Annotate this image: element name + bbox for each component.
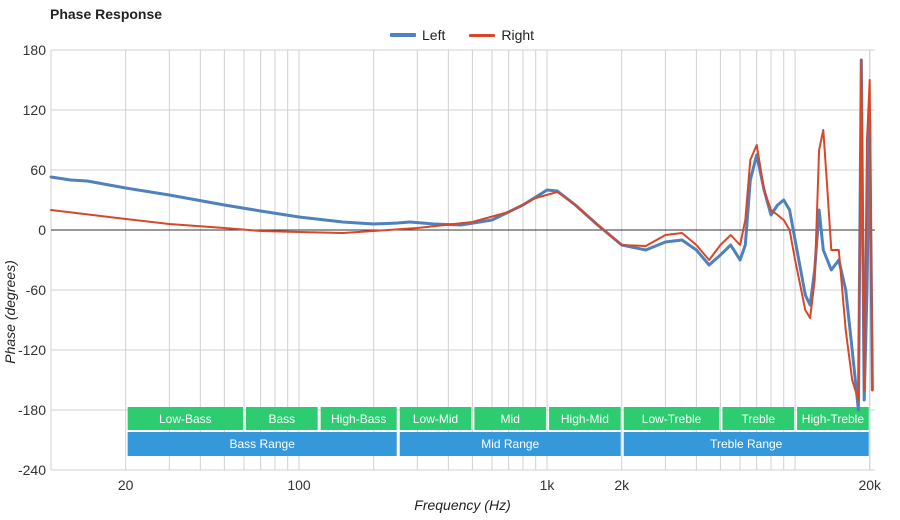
y-tick-label: 0 <box>38 222 46 238</box>
y-tick-label: 60 <box>30 162 46 178</box>
series-line-left <box>49 58 874 412</box>
legend-item-left[interactable]: Left <box>390 27 445 43</box>
range-label: Mid Range <box>481 437 539 451</box>
band-label: High-Mid <box>561 412 609 426</box>
band-label: Low-Bass <box>159 412 212 426</box>
y-tick-label: -240 <box>18 462 46 478</box>
y-tick-label: -180 <box>18 402 46 418</box>
band-box <box>246 407 318 430</box>
y-tick-label: -120 <box>18 342 46 358</box>
band-box <box>549 407 621 430</box>
band-label: Low-Treble <box>642 412 702 426</box>
x-tick-label: 20k <box>858 477 882 493</box>
band-label: Treble <box>741 412 775 426</box>
series-line-right <box>50 59 874 401</box>
range-label: Bass Range <box>230 437 296 451</box>
band-box <box>623 407 720 430</box>
band-box <box>320 407 397 430</box>
x-tick-label: 2k <box>614 477 630 493</box>
legend-label-left: Left <box>422 27 446 43</box>
range-box <box>127 432 397 456</box>
band-box <box>722 407 795 430</box>
chart-title: Phase Response <box>50 6 163 22</box>
band-box <box>797 407 869 430</box>
legend-item-right[interactable]: Right <box>469 27 534 43</box>
chart-legend: Left Right <box>390 27 534 43</box>
band-box <box>399 407 472 430</box>
x-axis-label: Frequency (Hz) <box>414 497 511 513</box>
band-label: High-Bass <box>331 412 386 426</box>
legend-label-right: Right <box>501 27 535 43</box>
band-label: Bass <box>268 412 295 426</box>
x-tick-label: 100 <box>287 477 311 493</box>
band-box <box>127 407 244 430</box>
range-box <box>399 432 621 456</box>
band-box <box>474 407 547 430</box>
range-box <box>623 432 869 456</box>
y-tick-label: -60 <box>26 282 46 298</box>
legend-swatch-left <box>390 33 416 37</box>
x-tick-label: 1k <box>540 477 556 493</box>
y-tick-label: 120 <box>23 102 47 118</box>
legend-swatch-right <box>469 33 496 37</box>
x-tick-label: 20 <box>118 477 134 493</box>
range-label: Treble Range <box>710 437 783 451</box>
band-label: Mid <box>501 412 520 426</box>
y-tick-label: 180 <box>23 42 47 58</box>
band-label: High-Treble <box>802 412 865 426</box>
band-label: Low-Mid <box>413 412 458 426</box>
